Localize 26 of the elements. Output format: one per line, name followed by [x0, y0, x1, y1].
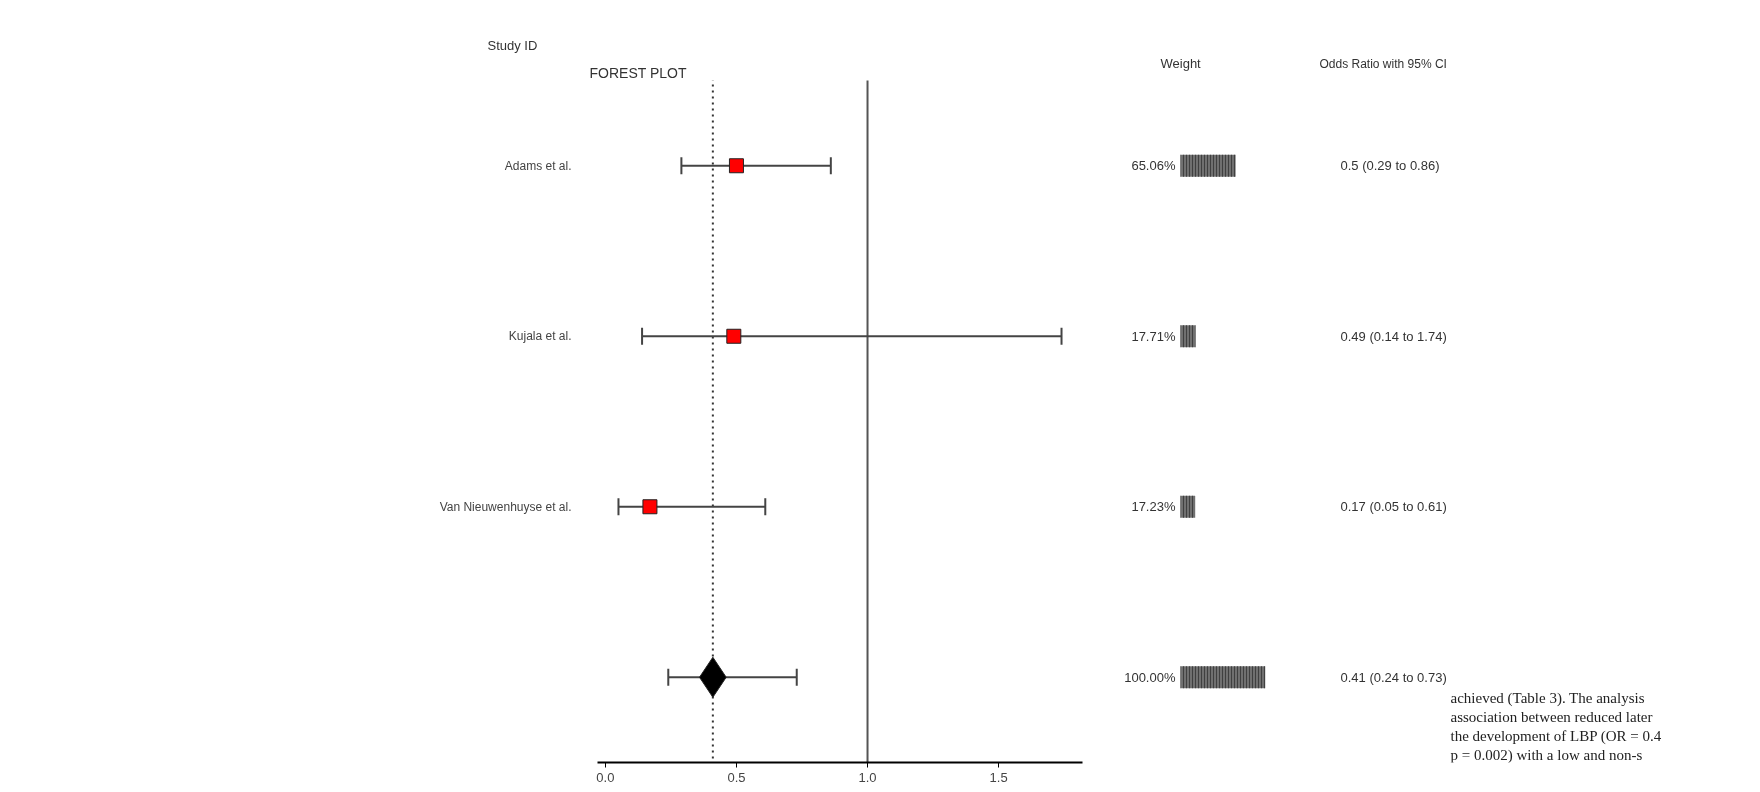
- y-tick-label: Van Nieuwenhuyse et al.: [439, 499, 572, 514]
- x-tick-label: 1.0: [858, 769, 877, 785]
- data-label: 17.71%: [1131, 328, 1176, 344]
- text: 0.49 (0.14 to 1.74): [1340, 328, 1447, 344]
- text: 0.17 (0.05 to 0.61): [1340, 499, 1447, 515]
- x-tick-label: 0.0: [596, 769, 615, 785]
- text: the development of LBP (OR = 0.4: [1450, 727, 1662, 745]
- x-tick-label: 0.5: [727, 769, 746, 785]
- point: [642, 499, 658, 515]
- chart-title: FOREST PLOT: [589, 64, 687, 81]
- text: p = 0.002) with a low and non-s: [1450, 746, 1643, 764]
- point: [728, 158, 744, 174]
- text: 0.41 (0.24 to 0.73): [1340, 669, 1447, 685]
- y-tick-label: Kujala et al.: [508, 329, 572, 344]
- data-label: 65.06%: [1131, 158, 1176, 174]
- x-tick-label: 1.5: [989, 769, 1008, 785]
- y-tick-label: Adams et al.: [504, 158, 572, 173]
- text: 0.5 (0.29 to 0.86): [1340, 158, 1440, 174]
- y-axis-title: Study ID: [487, 37, 538, 53]
- point: [726, 328, 742, 344]
- text: achieved (Table 3). The analysis: [1450, 689, 1645, 707]
- data-label: 17.23%: [1131, 499, 1176, 515]
- text: Odds Ratio with 95% CI: [1319, 56, 1447, 71]
- data-label: 100.00%: [1124, 669, 1176, 685]
- chart-title: Weight: [1160, 55, 1202, 71]
- text: association between reduced later: [1450, 708, 1653, 725]
